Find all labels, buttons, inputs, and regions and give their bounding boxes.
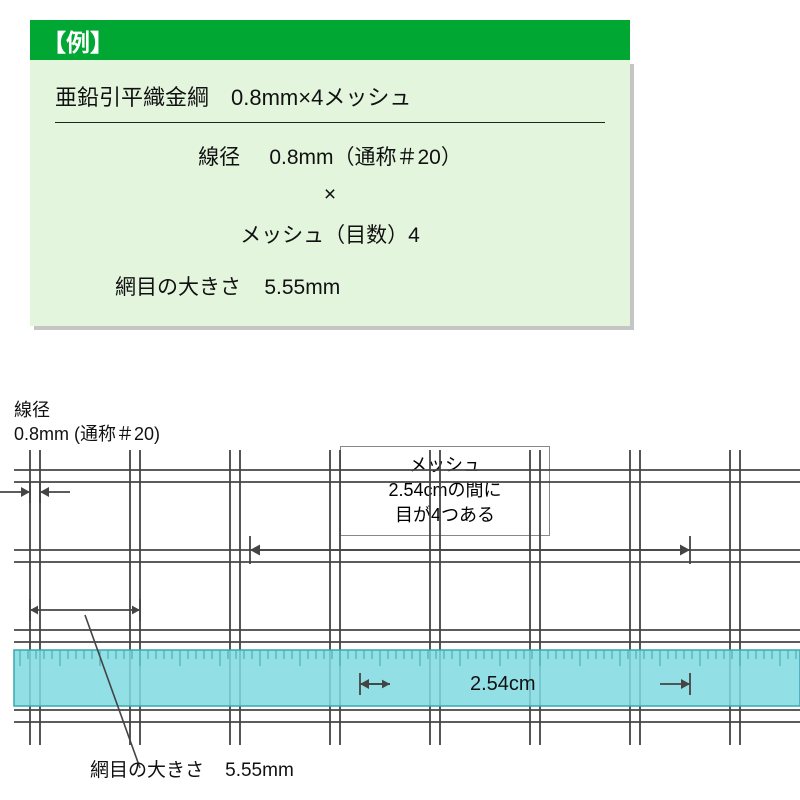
infobox-row3: 網目の大きさ 5.55mm [55,271,605,301]
diagram-svg [0,400,800,800]
row3-value: 5.55mm [264,276,340,299]
infobox-row1: 線径 0.8mm（通称＃20） [55,141,605,171]
header-title: 【例】 [42,23,114,58]
title-underline [55,122,605,123]
infobox-times: × [55,183,605,207]
cell-size-label-value: 5.55mm [225,760,294,781]
row3-label: 網目の大きさ [115,276,241,299]
diagram-area: 線径 0.8mm (通称＃20) メッシュ 2.54cmの間に 目が4つある 2… [0,400,800,800]
header-bar: 【例】 [30,20,630,60]
cell-size-label-prefix: 網目の大きさ [90,760,204,781]
ruler-span-label: 2.54cm [470,672,536,696]
infobox-row2: メッシュ（目数）4 [55,219,605,249]
cell-size-label: 網目の大きさ 5.55mm [90,760,294,783]
row1-label: 線径 [198,146,240,169]
infobox-title: 亜鉛引平織金綱 0.8mm×4メッシュ [55,80,605,122]
info-box: 亜鉛引平織金綱 0.8mm×4メッシュ 線径 0.8mm（通称＃20） × メッ… [30,60,630,326]
row1-value: 0.8mm（通称＃20） [269,146,462,169]
